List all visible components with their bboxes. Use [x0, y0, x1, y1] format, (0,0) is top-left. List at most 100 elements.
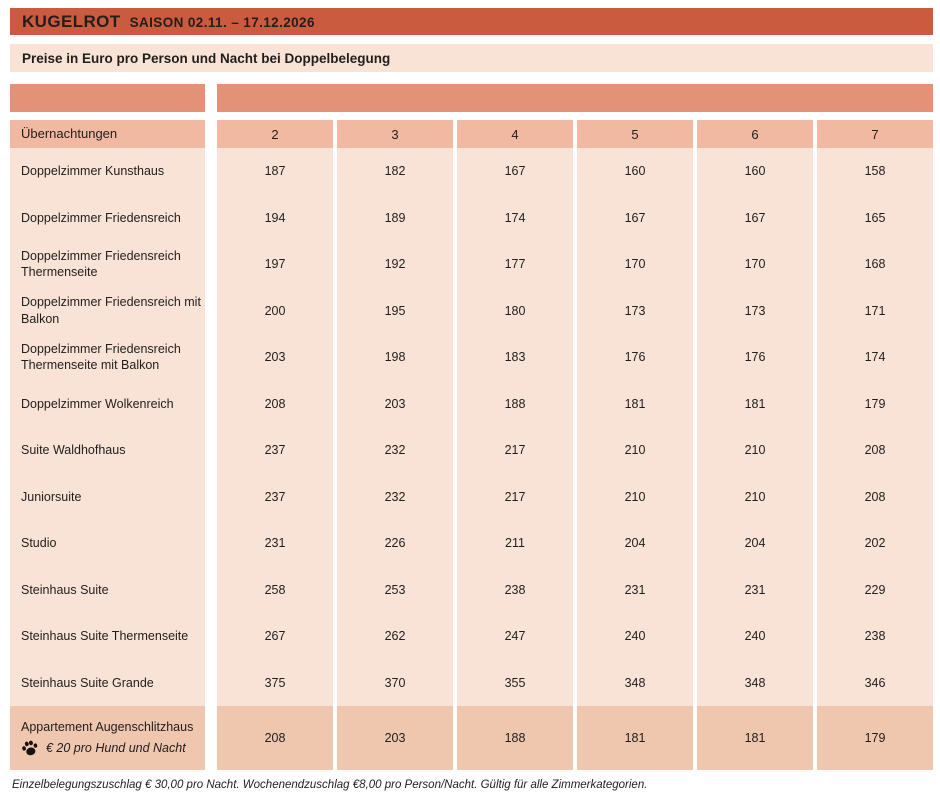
table-row: Doppelzimmer Friedensreich 194 189 174 167 16…	[10, 194, 933, 241]
price-cell: 210	[697, 473, 813, 520]
price-cell: 238	[457, 566, 573, 613]
price-cell: 346	[817, 659, 933, 706]
price-cell: 240	[697, 613, 813, 660]
table-row: Appartement Augenschlitzhaus € 20 pro Hu…	[10, 706, 933, 770]
price-cell: 195	[337, 287, 453, 334]
price-cell: 229	[817, 566, 933, 613]
price-cell: 187	[217, 148, 333, 195]
price-cell: 181	[577, 380, 693, 427]
paw-icon	[21, 739, 39, 757]
row-label: Suite Waldhofhaus	[10, 427, 205, 474]
price-cell: 179	[817, 380, 933, 427]
price-cell: 238	[817, 613, 933, 660]
row-label: Doppelzimmer Friedensreich mit Balkon	[10, 287, 205, 334]
table-row: Doppelzimmer Friedensreich Thermenseite …	[10, 334, 933, 381]
page-title: KUGELROT	[22, 11, 121, 31]
row-label: Appartement Augenschlitzhaus € 20 pro Hu…	[10, 706, 205, 770]
price-cell: 267	[217, 613, 333, 660]
corner-header: Übernachtungen	[10, 120, 205, 148]
price-cell: 210	[577, 473, 693, 520]
table-row: Steinhaus Suite Thermenseite 267 262 247 240…	[10, 613, 933, 660]
col-header-4: 4	[457, 120, 573, 148]
table-row: Juniorsuite 237 232 217 210 210 208	[10, 473, 933, 520]
price-cell: 231	[217, 520, 333, 567]
price-cell: 173	[577, 287, 693, 334]
price-cell: 217	[457, 427, 573, 474]
price-cell: 258	[217, 566, 333, 613]
price-cell: 176	[577, 334, 693, 381]
table-row: Doppelzimmer Kunsthaus 187 182 167 160 160 158	[10, 148, 933, 195]
pet-note-text: € 20 pro Hund und Nacht	[46, 741, 186, 755]
price-cell: 170	[577, 241, 693, 288]
price-cell: 203	[337, 380, 453, 427]
footer-note: Einzelbelegungszuschlag € 30,00 pro Nach…	[12, 779, 648, 791]
col-header-7: 7	[817, 120, 933, 148]
price-cell: 181	[697, 706, 813, 770]
price-cell: 204	[697, 520, 813, 567]
price-cell: 370	[337, 659, 453, 706]
price-cell: 182	[337, 148, 453, 195]
price-cell: 348	[697, 659, 813, 706]
table-row: Doppelzimmer Friedensreich mit Balkon 200…	[10, 287, 933, 334]
price-cell: 160	[577, 148, 693, 195]
price-cell: 197	[217, 241, 333, 288]
price-cell: 237	[217, 473, 333, 520]
table-row: Suite Waldhofhaus 237 232 217 210 210 208	[10, 427, 933, 474]
row-label: Steinhaus Suite Thermenseite	[10, 613, 205, 660]
title-band: KUGELROT SAISON 02.11. – 17.12.2026	[10, 8, 933, 35]
price-cell: 247	[457, 613, 573, 660]
price-cell: 192	[337, 241, 453, 288]
price-cell: 188	[457, 380, 573, 427]
price-cell: 231	[697, 566, 813, 613]
col-header-2: 2	[217, 120, 333, 148]
price-cell: 262	[337, 613, 453, 660]
price-cell: 198	[337, 334, 453, 381]
price-cell: 226	[337, 520, 453, 567]
table-body: Doppelzimmer Kunsthaus 187 182 167 160 160 158…	[10, 148, 933, 770]
subtitle-band: Preise in Euro pro Person und Nacht bei …	[10, 44, 933, 72]
row-label: Juniorsuite	[10, 473, 205, 520]
price-cell: 202	[817, 520, 933, 567]
price-cell: 177	[457, 241, 573, 288]
price-cell: 188	[457, 706, 573, 770]
price-cell: 253	[337, 566, 453, 613]
price-cell: 232	[337, 473, 453, 520]
row-label: Doppelzimmer Kunsthaus	[10, 148, 205, 195]
price-cell: 189	[337, 194, 453, 241]
price-cell: 210	[697, 427, 813, 474]
row-label: Doppelzimmer Friedensreich Thermenseite	[10, 241, 205, 288]
price-cell: 171	[817, 287, 933, 334]
price-cell: 168	[817, 241, 933, 288]
price-cell: 203	[217, 334, 333, 381]
price-cell: 208	[217, 706, 333, 770]
col-header-5: 5	[577, 120, 693, 148]
price-cell: 217	[457, 473, 573, 520]
row-label: Doppelzimmer Wolkenreich	[10, 380, 205, 427]
price-cell: 173	[697, 287, 813, 334]
price-cell: 167	[577, 194, 693, 241]
table-row: Studio 231 226 211 204 204 202	[10, 520, 933, 567]
col-header-6: 6	[697, 120, 813, 148]
price-cell: 167	[697, 194, 813, 241]
price-cell: 232	[337, 427, 453, 474]
table-row: Doppelzimmer Friedensreich Thermenseite 1…	[10, 241, 933, 288]
price-cell: 203	[337, 706, 453, 770]
price-cell: 355	[457, 659, 573, 706]
price-cell: 240	[577, 613, 693, 660]
decor-band-row	[10, 84, 933, 112]
price-cell: 210	[577, 427, 693, 474]
price-cell: 181	[697, 380, 813, 427]
price-cell: 208	[817, 473, 933, 520]
row-label: Doppelzimmer Friedensreich	[10, 194, 205, 241]
table-row: Doppelzimmer Wolkenreich 208 203 188 181 181 1…	[10, 380, 933, 427]
price-cell: 208	[817, 427, 933, 474]
price-cell: 204	[577, 520, 693, 567]
price-cell: 165	[817, 194, 933, 241]
price-cell: 194	[217, 194, 333, 241]
table-row: Steinhaus Suite Grande 375 370 355 348 348 346	[10, 659, 933, 706]
table-row: Steinhaus Suite 258 253 238 231 231 229	[10, 566, 933, 613]
price-cell: 180	[457, 287, 573, 334]
price-cell: 170	[697, 241, 813, 288]
